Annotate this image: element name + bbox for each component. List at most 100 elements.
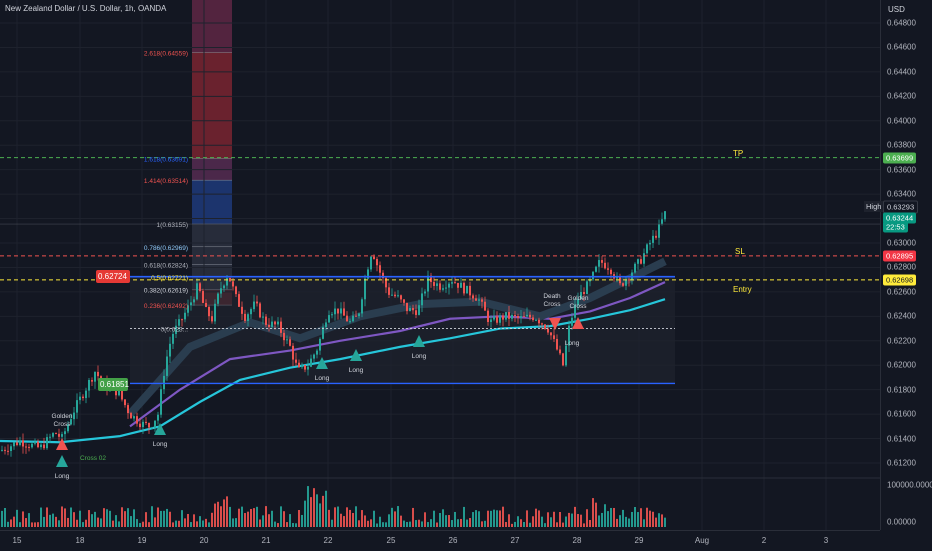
candle-body — [82, 396, 84, 399]
price-tick: 0.63800 — [887, 140, 916, 150]
candle-body — [544, 324, 546, 329]
volume-bar — [223, 499, 225, 527]
volume-bar — [301, 514, 303, 527]
volume-bar — [259, 519, 261, 527]
volume-bar — [40, 507, 42, 527]
symbol-title: New Zealand Dollar / U.S. Dollar, 1h, OA… — [5, 4, 167, 13]
candle-body — [619, 276, 621, 284]
signal-markers: Long Long Long Long Long Golden Cross Golden Cro… — [52, 293, 589, 480]
volume-bar — [256, 506, 258, 527]
price-tick: 0.61600 — [887, 409, 916, 419]
candle-body — [496, 316, 498, 323]
candle-body — [166, 356, 168, 376]
candle-body — [280, 321, 282, 333]
volume-bar — [574, 506, 576, 527]
volume-bar — [82, 522, 84, 527]
candle-body — [283, 332, 285, 341]
golden-cross-label: Golden Cross — [568, 295, 589, 310]
volume-bar — [199, 516, 201, 527]
candle-body — [574, 304, 576, 318]
volume-bar — [451, 520, 453, 527]
candle-body — [511, 314, 513, 319]
candle-body — [136, 416, 138, 424]
death-cross-label: Death Cross — [543, 293, 561, 308]
candle-body — [61, 434, 63, 437]
volume-bar — [619, 515, 621, 527]
volume-bar — [622, 509, 624, 527]
volume-tick: 100000.00000 — [887, 480, 932, 490]
time-tick: 2 — [761, 536, 767, 545]
candle-body — [94, 371, 96, 382]
time-axis[interactable]: 15 18 19 20 21 22 25 26 27 28 29 Aug 2 3 — [0, 530, 880, 551]
candle-body — [211, 316, 213, 322]
long-signal-icon — [413, 335, 425, 347]
volume-bar — [565, 516, 567, 527]
volume-bar — [61, 506, 63, 527]
volume-bar — [238, 508, 240, 527]
volume-bar — [193, 514, 195, 527]
candle-body — [91, 380, 93, 382]
volume-bar — [448, 515, 450, 527]
price-axis[interactable]: 0.64800 0.64600 0.64400 0.64200 0.64000 0.638… — [864, 0, 932, 530]
volume-bar — [640, 508, 642, 527]
candle-body — [406, 302, 408, 312]
volume-bar — [541, 516, 543, 527]
candle-body — [340, 308, 342, 314]
candle-body — [184, 312, 186, 320]
candle-body — [97, 371, 99, 377]
volume-bar — [514, 521, 516, 527]
volume-bar — [49, 514, 51, 527]
candle-body — [142, 421, 144, 428]
fib-band — [192, 0, 232, 53]
candle-body — [253, 301, 255, 310]
candle-body — [265, 316, 267, 325]
volume-bar — [37, 522, 39, 527]
candle-body — [277, 321, 279, 325]
ema-band — [127, 257, 667, 417]
candle-body — [319, 338, 321, 351]
long-label: Long — [315, 375, 330, 382]
volume-bar — [649, 510, 651, 527]
volume-bar — [109, 510, 111, 527]
candle-body — [121, 390, 123, 400]
candle-body — [217, 293, 219, 304]
candle-body — [346, 315, 348, 322]
price-chart-canvas[interactable]: TP SL Entry 0.62724 0.61851 2.618(0.64559) 1.… — [0, 0, 880, 530]
volume-bar — [328, 509, 330, 527]
time-tick: 19 — [137, 536, 147, 545]
candle-body — [85, 390, 87, 399]
volume-bar — [598, 515, 600, 527]
candle-body — [70, 419, 72, 425]
volume-bar — [637, 512, 639, 527]
volume-bar — [376, 523, 378, 527]
golden-cross-label: Golden Cross — [52, 413, 73, 428]
price-tick: 0.64400 — [887, 67, 916, 77]
box-top-tag: 0.62724 — [96, 270, 130, 283]
volume-bar — [571, 513, 573, 527]
volume-bar — [538, 510, 540, 527]
volume-bar — [601, 512, 603, 527]
volume-bar — [379, 516, 381, 527]
candle-body — [490, 319, 492, 322]
volume-bar — [502, 506, 504, 527]
candle-body — [127, 405, 129, 414]
candle-body — [493, 316, 495, 320]
volume-bar — [406, 521, 408, 527]
volume-bar — [349, 509, 351, 527]
volume-bar — [211, 512, 213, 527]
fib-label: 0.786(0.62969) — [144, 245, 188, 252]
price-tick: 0.64200 — [887, 91, 916, 101]
volume-bar — [160, 510, 162, 527]
long-signal-icon — [350, 349, 362, 361]
volume-bar — [625, 516, 627, 527]
candle-body — [538, 319, 540, 324]
volume-bar — [508, 514, 510, 527]
volume-bar — [166, 508, 168, 527]
fib-label: 1.618(0.63691) — [144, 157, 188, 164]
volume-bar — [172, 522, 174, 527]
volume-bar — [250, 508, 252, 527]
volume-bar — [292, 523, 294, 527]
volume-bar — [28, 513, 30, 527]
candle-body — [358, 313, 360, 317]
volume-bar — [472, 512, 474, 527]
